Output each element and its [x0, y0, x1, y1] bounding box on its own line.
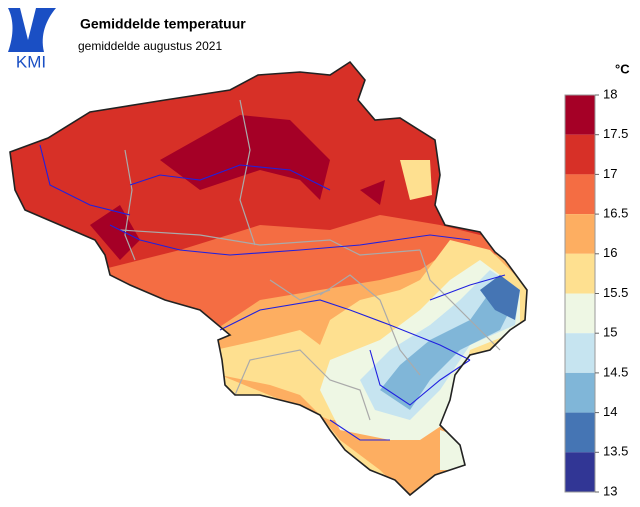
- legend-tick-label: 16: [603, 245, 617, 260]
- legend-swatch: [565, 174, 595, 215]
- temperature-zone: [480, 275, 520, 320]
- legend-swatch: [565, 95, 595, 135]
- legend-swatch: [565, 134, 595, 175]
- legend-tick-label: 13: [603, 483, 617, 498]
- rivers: [39, 144, 506, 441]
- legend-swatch: [565, 372, 595, 413]
- legend-tick-label: 15.5: [603, 285, 628, 300]
- legend-tick-label: 17.5: [603, 126, 628, 141]
- legend-tick-label: 17: [603, 166, 617, 181]
- title: Gemiddelde temperatuur: [80, 16, 246, 32]
- borders: [119, 99, 501, 421]
- logo: KMI: [8, 8, 56, 71]
- legend-swatch: [565, 333, 595, 373]
- legend-tick-label: 13.5: [603, 444, 628, 459]
- subtitle: gemiddelde augustus 2021: [78, 39, 222, 53]
- legend-tick-label: 18: [603, 86, 617, 101]
- temperature-zone: [400, 160, 432, 200]
- legend-tick-label: 16.5: [603, 206, 628, 221]
- logo-mark: [8, 8, 56, 52]
- legend-tick-label: 15: [603, 325, 617, 340]
- legend-swatch: [565, 293, 595, 334]
- legend-swatch: [565, 214, 595, 254]
- legend-tick-label: 14: [603, 404, 617, 419]
- temperature-zone: [380, 285, 515, 410]
- temperature-zone: [360, 180, 385, 205]
- legend-swatch: [565, 452, 595, 492]
- logo-text: KMI: [16, 52, 46, 71]
- legend-swatch: [565, 412, 595, 453]
- legend-tick-label: 14.5: [603, 364, 628, 379]
- country-outline: [9, 60, 528, 497]
- temperature-zone: [220, 375, 470, 495]
- legend-swatch: [565, 253, 595, 294]
- unit: °C: [615, 61, 630, 76]
- legend: 18 17.5 17 16.5 16 15.5 15 14.5 14 13.5 13: [564, 86, 628, 498]
